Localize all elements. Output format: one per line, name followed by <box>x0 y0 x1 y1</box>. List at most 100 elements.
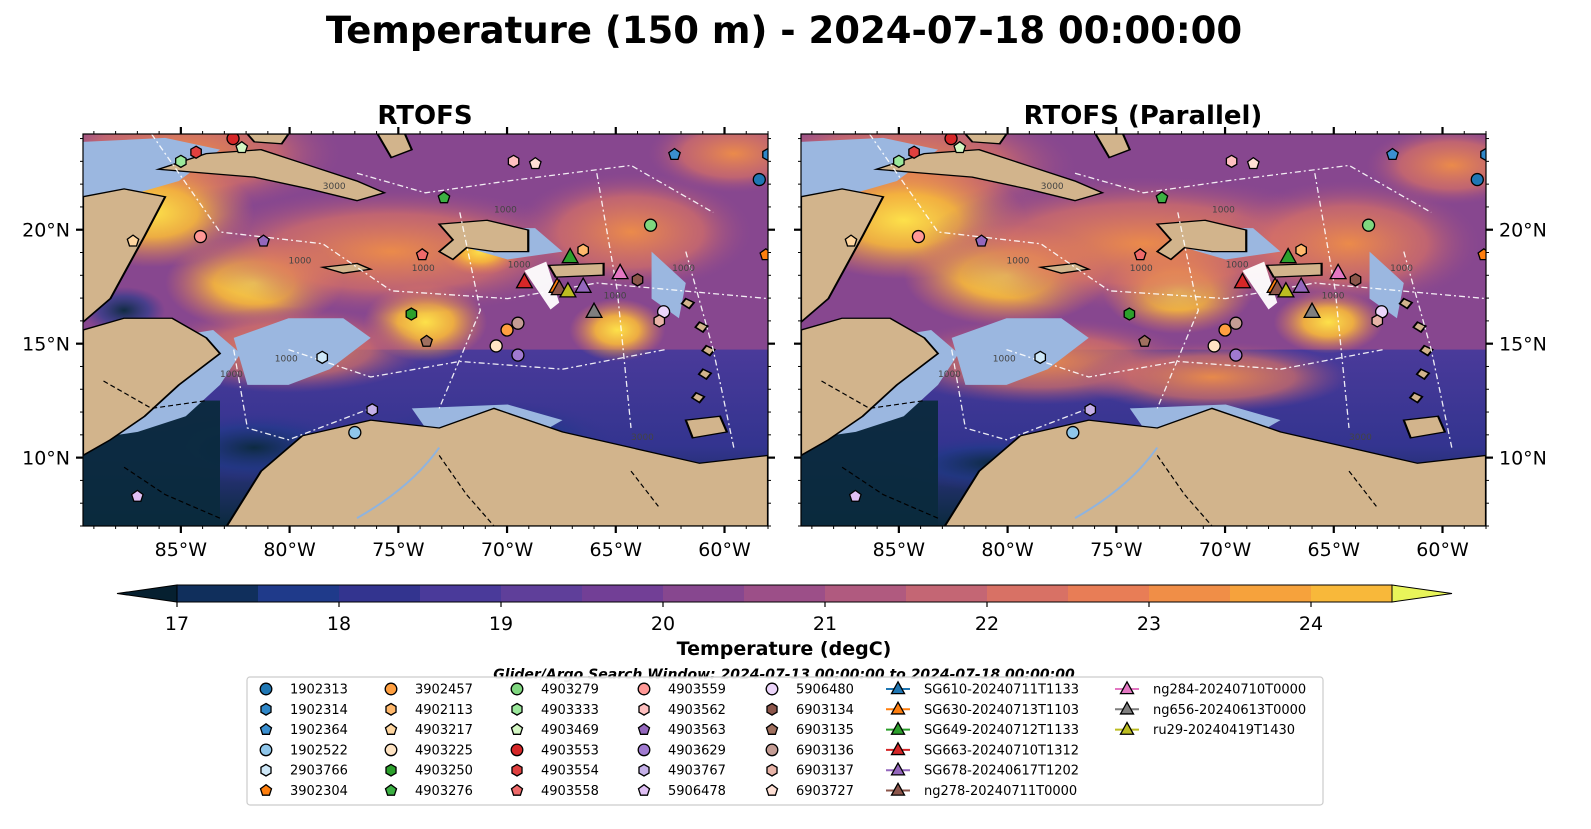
argo-float-4903767 <box>1084 403 1097 417</box>
map-frame <box>82 133 769 527</box>
argo-float-4903629 <box>1229 348 1243 362</box>
colorbar-extend-low <box>116 584 178 603</box>
argo-float-3902457 <box>500 323 514 337</box>
argo-float-6903727 <box>528 156 542 170</box>
colorbar-segment <box>177 585 259 602</box>
legend-marker <box>385 702 397 716</box>
legend-marker <box>638 763 650 777</box>
argo-float-3902457 <box>1218 323 1232 337</box>
colorbar-segment <box>825 585 907 602</box>
colorbar-segment <box>906 585 988 602</box>
colorbar-tick-label: 20 <box>651 613 675 635</box>
y-tick-label: 15°N <box>22 334 70 356</box>
colorbar-segment <box>744 585 826 602</box>
argo-float-2903766 <box>316 350 329 365</box>
legend-marker <box>384 743 398 757</box>
colorbar-segment <box>987 585 1069 602</box>
argo-float-4903469 <box>235 140 249 154</box>
legend-marker <box>1119 700 1135 715</box>
legend-marker <box>259 743 273 757</box>
argo-float-6903134 <box>1349 273 1362 287</box>
glider-SG678-20240617T1202 <box>574 276 593 293</box>
legend-marker <box>765 722 779 735</box>
legend-marker <box>1119 721 1135 735</box>
eez-boundary <box>1314 173 1350 429</box>
legend-label: 6903137 <box>796 764 854 779</box>
missing-data-streak <box>524 261 560 310</box>
legend-label: 4903250 <box>415 764 473 779</box>
argo-float-4903558 <box>1133 247 1147 261</box>
temperature-patch <box>648 134 768 193</box>
legend-marker <box>637 722 651 735</box>
argo-float-4903554 <box>908 145 920 159</box>
legend-marker <box>510 722 524 735</box>
legend-marker <box>384 682 398 696</box>
legend-label: 6903135 <box>796 723 854 738</box>
legend-marker <box>260 702 272 716</box>
x-tick-label: 60°W <box>1416 539 1469 561</box>
legend-label: 3902304 <box>290 784 348 799</box>
argo-float-4903559 <box>193 229 208 244</box>
argo-float-1902313 <box>1470 172 1484 187</box>
argo-float-4903250 <box>1123 307 1136 321</box>
legend-label: 5906478 <box>668 784 726 799</box>
x-tick-label: 85°W <box>873 539 926 561</box>
legend-label: 4903333 <box>541 703 599 718</box>
temperature-patch <box>1366 134 1486 205</box>
colorbar-segment <box>339 585 421 602</box>
glider-SG663-20240710T1312 <box>515 272 534 289</box>
legend-label: 4903225 <box>415 743 473 758</box>
country-border <box>103 380 207 410</box>
legend-marker <box>890 741 906 756</box>
river <box>1074 447 1159 520</box>
legend-label: 4903279 <box>541 683 599 698</box>
glider-ru29-20240419T1430 <box>558 281 577 298</box>
legend: 1902313 1902314 1902364 1902522 2903766 39023… <box>246 676 1324 806</box>
legend-marker <box>637 682 651 696</box>
argo-float-5906478 <box>848 489 862 502</box>
argo-float-4903563 <box>975 234 988 247</box>
argo-float-4903250 <box>405 307 418 321</box>
contour-label: 1000 <box>508 260 531 270</box>
argo-float-1902314 <box>1480 147 1486 162</box>
argo-float-6903137 <box>1371 314 1384 328</box>
colorbar-segment <box>1068 585 1150 602</box>
argo-float-4903217 <box>126 234 140 247</box>
contour-label: 1000 <box>220 370 243 380</box>
colorbar-tick-label: 23 <box>1137 613 1161 635</box>
legend-marker <box>890 700 906 715</box>
legend-marker <box>637 743 651 757</box>
eez-boundary <box>868 134 1486 300</box>
contour-label: 3000 <box>323 182 346 192</box>
colorbar-tick-label: 18 <box>327 613 351 635</box>
legend-marker <box>765 743 779 757</box>
contour-label: 1000 <box>1212 205 1235 215</box>
argo-float-4903225 <box>489 339 503 353</box>
legend-label: 4903629 <box>668 743 726 758</box>
glider-ng656-20240613T0000 <box>1303 301 1322 319</box>
contour-label: 3000 <box>631 433 654 443</box>
legend-label: ng278-20240711T0000 <box>924 784 1077 799</box>
colorbar-segment <box>420 585 502 602</box>
argo-float-6903135 <box>1138 334 1152 347</box>
argo-float-6903136 <box>511 316 525 330</box>
colorbar-frame <box>176 584 1393 603</box>
argo-float-4902113 <box>1295 243 1307 257</box>
legend-label: 4903767 <box>668 764 726 779</box>
legend-marker <box>511 763 523 777</box>
argo-float-1902313 <box>752 172 766 187</box>
argo-float-4903469 <box>953 140 967 154</box>
legend-label: SG610-20240711T1133 <box>924 683 1079 698</box>
colorbar-segment <box>1311 585 1393 602</box>
legend-label: 4903553 <box>541 743 599 758</box>
contour-label: 1000 <box>289 256 312 266</box>
legend-marker <box>385 763 397 777</box>
legend-label: SG663-20240710T1312 <box>924 743 1079 758</box>
legend-marker <box>384 783 398 796</box>
map-panel-rtofs: 1000 1000 1000 1000 1000 3000 3000 1000 1000 1000… <box>22 127 775 561</box>
argo-float-1902522 <box>1066 425 1080 440</box>
x-tick-label: 80°W <box>981 539 1034 561</box>
contour-label: 1000 <box>1130 264 1153 274</box>
argo-float-1902522 <box>348 425 362 440</box>
temperature-patch <box>1075 341 1349 413</box>
